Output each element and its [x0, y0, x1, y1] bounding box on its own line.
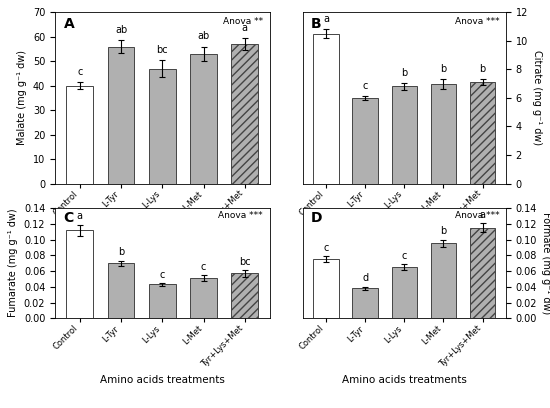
Text: ab: ab: [115, 25, 127, 35]
Text: bc: bc: [239, 257, 251, 267]
Text: C: C: [64, 211, 74, 225]
Bar: [392, 86, 417, 184]
Text: c: c: [77, 67, 82, 77]
Text: c: c: [402, 251, 407, 261]
Bar: [353, 98, 378, 184]
Text: c: c: [160, 270, 165, 279]
Bar: [431, 84, 456, 184]
X-axis label: Amino acids treatments: Amino acids treatments: [100, 375, 225, 385]
Text: a: a: [77, 211, 82, 221]
Bar: [232, 44, 258, 184]
Bar: [314, 34, 339, 184]
Text: Anova ***: Anova ***: [455, 18, 500, 27]
Bar: [353, 288, 378, 318]
Bar: [190, 54, 217, 184]
Text: D: D: [311, 211, 322, 225]
Bar: [232, 273, 258, 318]
Text: b: b: [440, 64, 447, 73]
X-axis label: Amino acids treatments: Amino acids treatments: [342, 375, 467, 385]
Bar: [108, 47, 134, 184]
Bar: [149, 69, 175, 184]
Bar: [67, 230, 93, 318]
Bar: [190, 278, 217, 318]
Text: d: d: [362, 273, 368, 284]
Y-axis label: Fumarate (mg g⁻¹ dw): Fumarate (mg g⁻¹ dw): [8, 209, 18, 317]
Text: c: c: [201, 262, 206, 272]
Text: bc: bc: [156, 45, 168, 55]
Text: a: a: [242, 23, 248, 33]
Text: c: c: [323, 243, 329, 253]
Bar: [314, 259, 339, 318]
Text: b: b: [118, 248, 124, 257]
Bar: [470, 82, 495, 184]
X-axis label: Amino acids treatments: Amino acids treatments: [342, 240, 467, 250]
Text: Anova ***: Anova ***: [218, 211, 263, 220]
Text: A: A: [64, 18, 74, 31]
Y-axis label: Malate (mg g⁻¹ dw): Malate (mg g⁻¹ dw): [18, 51, 28, 145]
Y-axis label: Formate (mg g⁻¹ dw): Formate (mg g⁻¹ dw): [541, 212, 550, 314]
Y-axis label: Citrate (mg g⁻¹ dw): Citrate (mg g⁻¹ dw): [532, 50, 542, 146]
Text: a: a: [480, 210, 486, 220]
Bar: [67, 86, 93, 184]
Text: Anova **: Anova **: [223, 18, 263, 27]
X-axis label: Amino acids treatments: Amino acids treatments: [100, 240, 225, 250]
Text: ab: ab: [197, 31, 210, 41]
Text: a: a: [323, 14, 329, 24]
Text: B: B: [311, 18, 321, 31]
Text: Anova ***: Anova ***: [455, 211, 500, 220]
Bar: [392, 267, 417, 318]
Text: b: b: [440, 226, 447, 236]
Bar: [149, 284, 175, 318]
Bar: [431, 244, 456, 318]
Text: b: b: [401, 68, 408, 78]
Text: b: b: [480, 64, 486, 74]
Bar: [470, 228, 495, 318]
Bar: [108, 263, 134, 318]
Text: c: c: [362, 81, 368, 91]
